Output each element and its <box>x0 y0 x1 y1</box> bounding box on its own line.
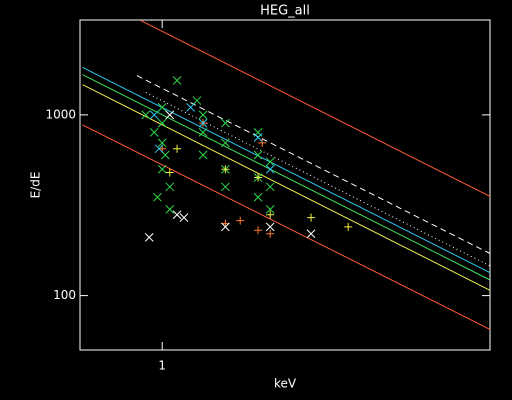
data-point <box>254 226 263 235</box>
data-point <box>144 233 154 242</box>
x-axis-label: keV <box>274 377 297 391</box>
data-point <box>306 229 316 239</box>
data-point <box>186 103 195 112</box>
data-point <box>157 118 167 128</box>
reference-line <box>82 124 490 330</box>
data-point <box>141 110 151 120</box>
data-point <box>265 164 275 174</box>
data-point <box>307 213 316 222</box>
data-point <box>265 182 275 192</box>
data-point <box>236 216 245 225</box>
chart-title: HEG_all <box>260 4 310 19</box>
data-point <box>165 168 174 177</box>
reference-line <box>140 20 490 197</box>
data-point <box>149 128 159 137</box>
data-point <box>265 222 275 232</box>
reference-line <box>82 74 490 281</box>
data-point <box>221 222 230 232</box>
data-point <box>265 157 275 167</box>
reference-line <box>82 67 490 274</box>
data-point <box>154 144 164 154</box>
reference-line <box>145 92 490 267</box>
data-point <box>221 165 230 174</box>
reference-line <box>82 84 490 291</box>
data-point <box>266 210 275 219</box>
data-point <box>165 182 175 192</box>
data-point <box>254 173 263 182</box>
data-point <box>172 76 182 85</box>
data-point <box>173 144 182 153</box>
data-point <box>198 128 208 137</box>
y-tick-label: 100 <box>53 288 76 302</box>
y-tick-label: 1000 <box>45 107 76 121</box>
data-point <box>198 110 208 120</box>
data-point <box>253 150 263 160</box>
reference-line <box>136 75 490 254</box>
data-point <box>198 118 208 128</box>
data-point <box>172 210 182 220</box>
data-point <box>253 133 263 142</box>
data-point <box>198 150 208 160</box>
data-point <box>221 138 230 148</box>
plot-area <box>82 20 490 330</box>
plot-frame <box>79 19 491 351</box>
data-point <box>157 103 167 112</box>
data-point <box>221 182 230 192</box>
data-point <box>157 164 167 174</box>
data-point <box>258 138 267 147</box>
data-point <box>165 110 175 120</box>
y-axis-label: E/dE <box>29 172 43 199</box>
data-point <box>266 229 275 238</box>
data-point <box>253 192 263 202</box>
data-point <box>149 110 159 120</box>
data-point <box>179 213 189 222</box>
data-point <box>157 138 167 148</box>
data-point <box>344 222 353 231</box>
x-tick-label: 1 <box>158 359 166 373</box>
data-point <box>153 192 162 202</box>
data-point <box>221 118 230 128</box>
data-point <box>165 205 175 214</box>
data-point <box>265 205 275 214</box>
